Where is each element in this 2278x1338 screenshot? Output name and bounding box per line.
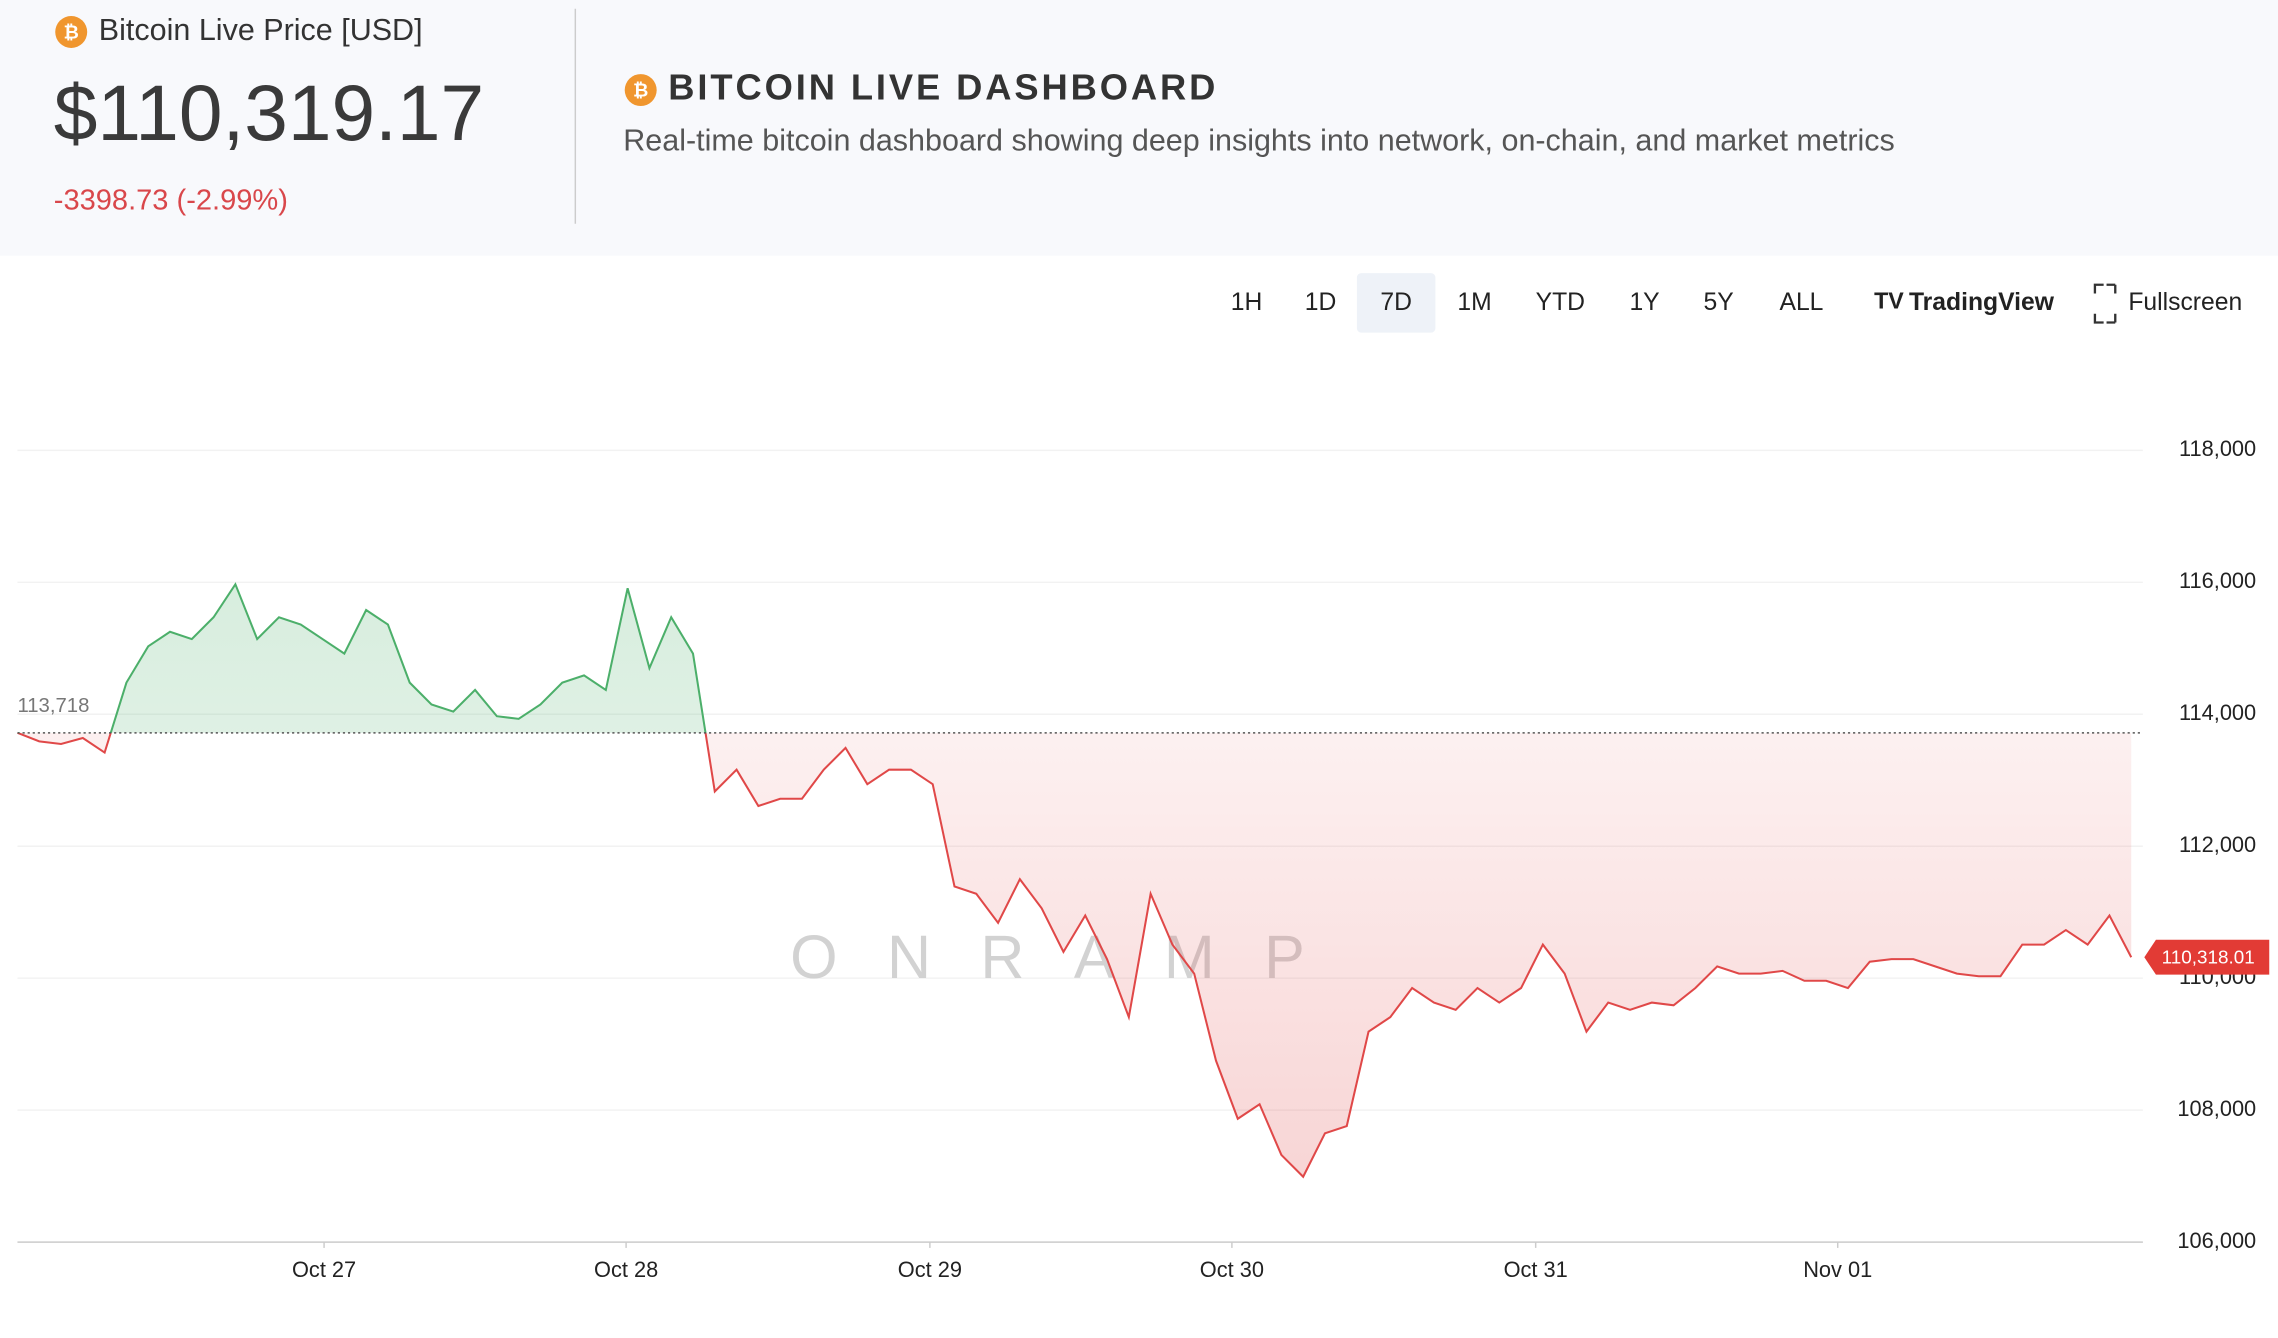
x-tick-label: Oct 30	[1200, 1257, 1264, 1282]
btc-icon	[624, 74, 657, 107]
btc-glyph: ₿	[633, 81, 648, 102]
header-bg	[0, 0, 2278, 256]
tradingview-link[interactable]: TradingView	[1909, 289, 2055, 316]
y-tick-label: 118,000	[2179, 436, 2256, 461]
area	[17, 584, 2132, 1177]
price-line	[17, 582, 2133, 1179]
current-price-label: 110,318.01	[2162, 948, 2255, 969]
range-button[interactable]: 5Y	[1704, 289, 1734, 316]
y-tick-label: 114,000	[2179, 700, 2256, 725]
btc-icon	[55, 15, 88, 48]
price-title: Bitcoin Live Price [USD]	[99, 13, 423, 47]
price: $110,319.17	[54, 69, 484, 157]
baseline-label: 113,718	[17, 695, 89, 717]
y-tick-label: 116,000	[2179, 568, 2256, 593]
chart: 106,000108,000110,000112,000114,000116,0…	[17, 436, 2270, 1282]
x-tick-label: Oct 28	[594, 1257, 658, 1282]
price-change: -3398.73 (-2.99%)	[54, 185, 288, 217]
dashboard-title: BITCOIN LIVE DASHBOARD	[668, 67, 1218, 108]
x-tick-label: Oct 31	[1504, 1257, 1568, 1282]
fullscreen-icon	[2093, 283, 2117, 324]
dashboard-subtitle: Real-time bitcoin dashboard showing deep…	[623, 123, 1894, 157]
y-tick-label: 108,000	[2177, 1096, 2256, 1121]
range-button[interactable]: 1H	[1231, 289, 1263, 316]
range-button[interactable]: 1Y	[1629, 289, 1659, 316]
fullscreen-button[interactable]: Fullscreen	[2128, 289, 2242, 316]
toolbar: 1H 1D 7D 1M YTD 1Y 5Y ALL	[1231, 273, 1823, 333]
x-tick-label: Oct 29	[898, 1257, 962, 1282]
btc-glyph: ₿	[64, 22, 79, 43]
y-tick-label: 106,000	[2177, 1228, 2256, 1253]
range-button[interactable]: YTD	[1536, 289, 1585, 316]
tv-logo: TV	[1874, 287, 1904, 313]
x-tick-label: Nov 01	[1803, 1257, 1872, 1282]
x-tick-label: Oct 27	[292, 1257, 356, 1282]
range-selected-bg	[1356, 273, 1436, 333]
current-price-tag	[2144, 939, 2270, 975]
range-button[interactable]: 1D	[1305, 289, 1337, 316]
y-tick-label: 112,000	[2179, 832, 2256, 857]
range-button[interactable]: 7D	[1380, 289, 1412, 316]
range-button[interactable]: ALL	[1779, 289, 1823, 316]
range-button[interactable]: 1M	[1457, 289, 1491, 316]
